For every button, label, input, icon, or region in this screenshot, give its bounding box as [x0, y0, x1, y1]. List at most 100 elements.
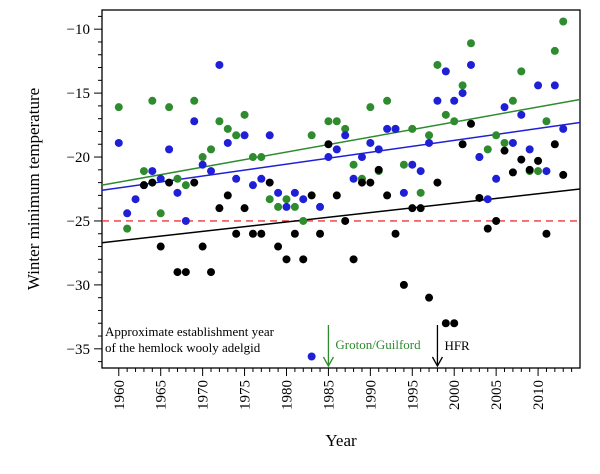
data-point-series-1	[425, 131, 434, 140]
data-point-series-1	[508, 96, 517, 105]
data-point-series-1	[383, 96, 392, 105]
data-point-series-3	[441, 319, 450, 328]
data-point-series-2	[500, 103, 509, 112]
data-point-series-2	[550, 81, 559, 90]
data-point-series-1	[123, 224, 132, 233]
arrow-label-2: HFR	[444, 338, 470, 353]
data-point-series-1	[483, 145, 492, 154]
data-point-series-3	[198, 242, 207, 251]
data-point-series-3	[391, 229, 400, 238]
data-point-series-3	[534, 156, 543, 165]
data-point-series-3	[173, 268, 182, 277]
data-point-series-2	[156, 174, 165, 183]
data-point-series-1	[550, 46, 559, 55]
data-point-series-2	[324, 153, 333, 162]
data-point-series-2	[383, 124, 392, 133]
data-point-series-2	[223, 138, 232, 147]
x-tick-label: 2010	[531, 380, 547, 410]
y-axis-ticks: −35 −30 −25 −20 −15 −10	[67, 15, 102, 363]
trend-lines	[101, 98, 581, 244]
data-point-series-1	[517, 67, 526, 76]
x-tick-label: 1985	[321, 380, 337, 410]
data-point-series-3	[148, 178, 157, 187]
data-point-series-2	[190, 117, 199, 126]
data-point-series-2	[408, 160, 417, 169]
data-point-series-1	[466, 39, 475, 48]
data-point-series-1	[349, 160, 358, 169]
x-axis-ticks: 1960 1965 1970 1975 1980 1985 1990 1995 2000 2005…	[112, 368, 573, 410]
data-point-series-2	[299, 195, 308, 204]
data-point-series-2	[534, 81, 543, 90]
plot-frame	[101, 9, 581, 369]
data-point-series-3	[366, 178, 375, 187]
data-point-series-3	[492, 216, 501, 225]
data-point-series-2	[559, 124, 568, 133]
data-point-series-3	[265, 178, 274, 187]
data-point-series-3	[559, 170, 568, 179]
data-point-series-3	[165, 178, 174, 187]
data-point-series-2	[131, 195, 140, 204]
y-axis-title: Winter minimum temperature	[24, 88, 43, 290]
data-points	[114, 17, 568, 361]
data-point-series-3	[290, 229, 299, 238]
data-point-series-2	[173, 188, 182, 197]
data-point-series-2	[450, 96, 459, 105]
data-point-series-2	[114, 138, 123, 147]
y-tick-label: −15	[67, 86, 90, 102]
data-point-series-3	[307, 191, 316, 200]
x-tick-label: 1980	[279, 380, 295, 410]
data-point-series-3	[357, 178, 366, 187]
x-axis-title: Year	[325, 431, 357, 450]
data-point-series-3	[215, 204, 224, 213]
data-point-series-2	[290, 188, 299, 197]
data-point-series-1	[165, 103, 174, 112]
data-point-series-1	[299, 216, 308, 225]
y-tick-label: −25	[67, 214, 90, 230]
data-point-series-3	[475, 193, 484, 202]
data-point-series-1	[433, 60, 442, 69]
data-point-series-3	[374, 165, 383, 174]
data-point-series-2	[517, 110, 526, 119]
data-point-series-2	[232, 174, 241, 183]
data-point-series-1	[366, 103, 375, 112]
data-point-series-1	[534, 167, 543, 176]
y-tick-label: −35	[67, 342, 90, 358]
data-point-series-2	[399, 188, 408, 197]
data-point-series-1	[190, 96, 199, 105]
data-point-series-1	[500, 138, 509, 147]
data-point-series-1	[332, 117, 341, 126]
data-point-series-1	[156, 209, 165, 218]
data-point-series-3	[508, 168, 517, 177]
data-point-series-3	[383, 191, 392, 200]
y-tick-label: −10	[67, 22, 90, 38]
data-point-series-2	[248, 181, 257, 190]
data-point-series-1	[450, 117, 459, 126]
data-point-series-2	[492, 174, 501, 183]
data-point-series-2	[181, 216, 190, 225]
data-point-series-3	[483, 224, 492, 233]
data-point-series-2	[165, 145, 174, 154]
data-point-series-3	[525, 165, 534, 174]
data-point-series-1	[139, 167, 148, 176]
arrow-label-1: Groton/Guilford	[335, 337, 421, 352]
x-tick-label: 2005	[489, 380, 505, 410]
data-point-series-1	[207, 145, 216, 154]
data-point-series-3	[399, 280, 408, 289]
data-point-series-2	[425, 138, 434, 147]
data-point-series-3	[316, 229, 325, 238]
trend-line-3	[101, 188, 581, 244]
x-tick-label: 1960	[112, 380, 128, 410]
data-point-series-2	[374, 145, 383, 154]
annotations: Approximate establishment year of the he…	[105, 324, 470, 368]
data-point-series-2	[198, 160, 207, 169]
data-point-series-3	[248, 229, 257, 238]
data-point-series-2	[466, 60, 475, 69]
data-point-series-3	[240, 204, 249, 213]
data-point-series-3	[450, 319, 459, 328]
data-point-series-3	[458, 140, 467, 149]
data-point-series-1	[148, 96, 157, 105]
data-point-series-3	[433, 178, 442, 187]
data-point-series-3	[282, 255, 291, 264]
data-point-series-2	[416, 167, 425, 176]
